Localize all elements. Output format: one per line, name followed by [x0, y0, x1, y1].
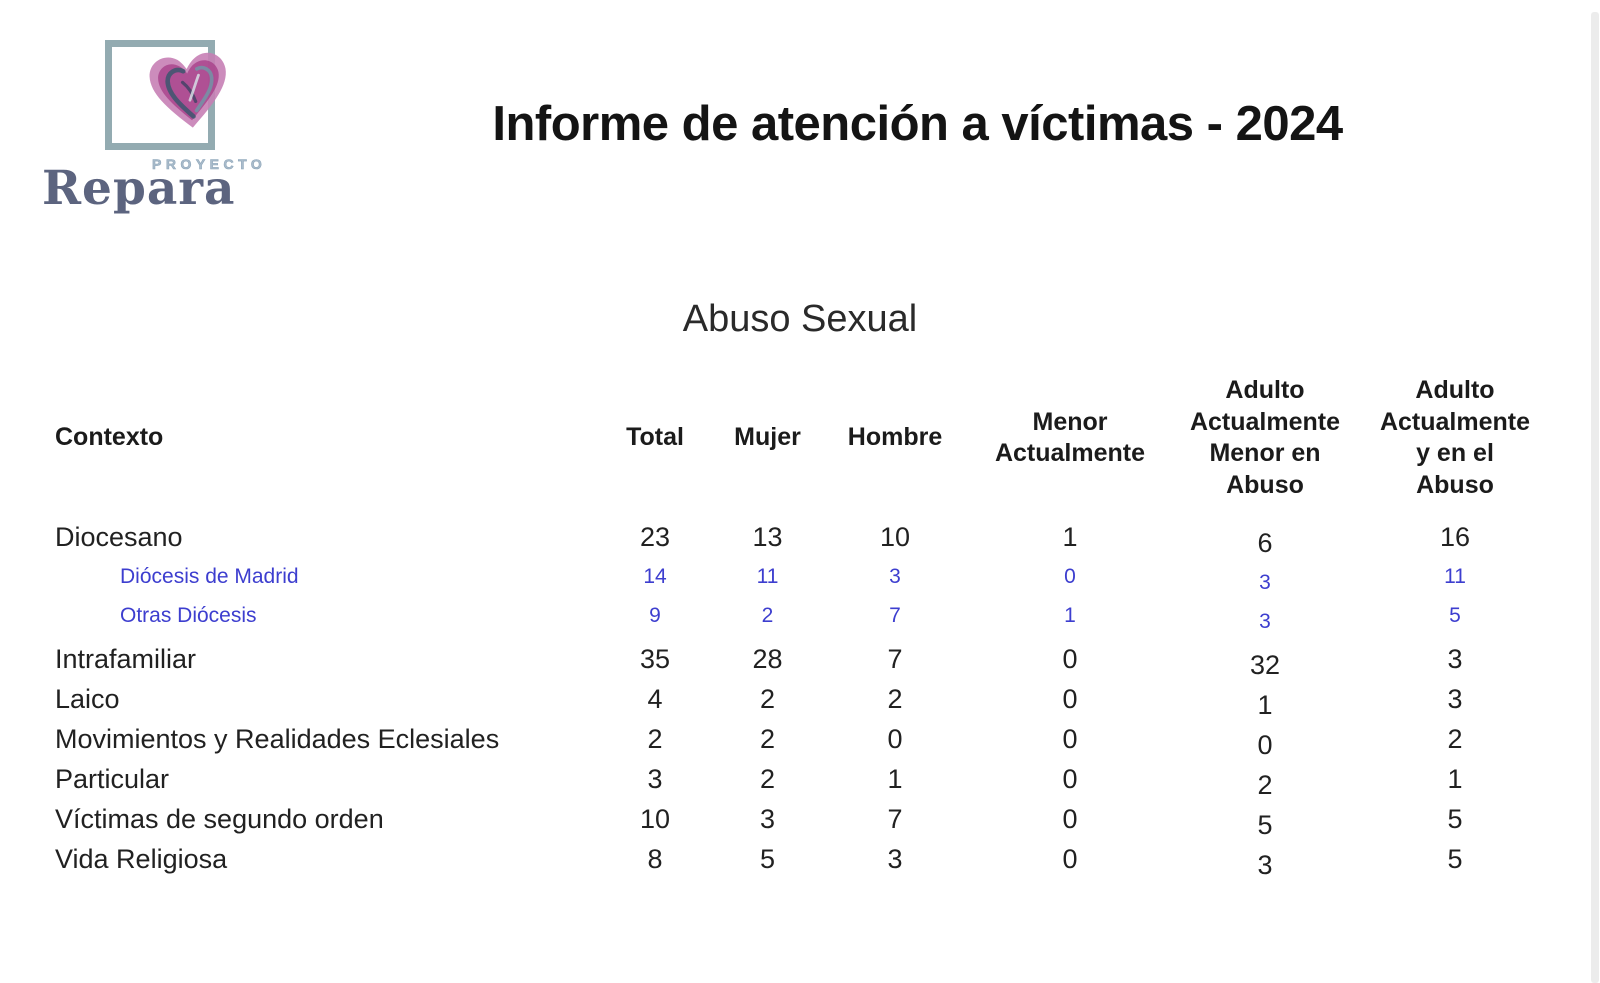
column-header-total: Total: [626, 423, 684, 452]
cell-adulto-en-abuso: 11: [1444, 564, 1466, 588]
cell-menor-actualmente: 0: [1062, 643, 1078, 674]
cell-adulto-menor-abuso: 0: [1257, 729, 1273, 760]
heart-icon: [149, 52, 226, 128]
cell-mujer: 2: [759, 763, 776, 794]
report-title: Informe de atención a víctimas - 2024: [492, 97, 1343, 151]
cell-menor-actualmente: 0: [1062, 723, 1078, 754]
logo-project-label: PROYECTO: [152, 156, 267, 173]
cell-total: 3: [647, 763, 663, 794]
cell-mujer: 28: [752, 643, 783, 674]
cell-hombre: 1: [887, 763, 903, 794]
column-header-contexto: Contexto: [55, 423, 164, 452]
cell-hombre: 10: [879, 521, 911, 552]
column-header-adulto-en-abuso: Adulto Actualmente y en el Abuso: [1379, 376, 1531, 499]
cell-total: 4: [647, 683, 663, 714]
cell-adulto-en-abuso: 1: [1447, 763, 1463, 794]
cell-total: 2: [647, 723, 663, 754]
cell-mujer: 2: [759, 723, 776, 754]
cell-adulto-en-abuso: 5: [1449, 603, 1461, 627]
table-row: Diocesano 23 13 10 1 6 16: [55, 517, 1555, 558]
cell-hombre: 0: [887, 723, 903, 754]
table-body: Diocesano 23 13 10 1 6 16 Diócesis de Ma…: [55, 517, 1555, 880]
cell-adulto-en-abuso: 3: [1447, 683, 1463, 714]
row-label: Particular: [55, 763, 170, 794]
cell-adulto-en-abuso: 5: [1447, 803, 1463, 834]
table-row: Otras Diócesis 9 2 7 1 3 5: [55, 596, 1555, 635]
cell-mujer: 2: [761, 603, 774, 627]
table-header: Contexto Total Mujer Hombre Menor Actual…: [55, 368, 1555, 508]
row-label: Diocesano: [55, 521, 183, 552]
cell-adulto-en-abuso: 2: [1447, 723, 1463, 754]
row-label: Intrafamiliar: [55, 643, 197, 674]
cell-mujer: 5: [759, 843, 776, 874]
cell-adulto-menor-abuso: 5: [1257, 809, 1273, 840]
cell-adulto-menor-abuso: 3: [1259, 609, 1271, 633]
cell-menor-actualmente: 1: [1064, 603, 1076, 627]
cell-adulto-menor-abuso: 3: [1257, 849, 1273, 880]
column-header-adulto-menor-abuso: Adulto Actualmente Menor en Abuso: [1189, 376, 1341, 499]
table-row: Vida Religiosa 8 5 3 0 3 5: [55, 839, 1555, 880]
cell-menor-actualmente: 0: [1062, 763, 1078, 794]
cell-adulto-menor-abuso: 2: [1257, 769, 1273, 800]
cell-adulto-menor-abuso: 6: [1257, 527, 1273, 558]
table-row: Diócesis de Madrid 14 11 3 0 3 11: [55, 557, 1555, 596]
cell-hombre: 3: [887, 843, 903, 874]
column-header-menor-actualmente: Menor Actualmente: [994, 407, 1146, 468]
cell-mujer: 13: [752, 521, 783, 552]
cell-menor-actualmente: 0: [1064, 564, 1076, 588]
table-row: Intrafamiliar 35 28 7 0 32 3: [55, 639, 1555, 680]
cell-total: 10: [639, 803, 671, 834]
cell-mujer: 2: [759, 683, 776, 714]
column-header-hombre: Hombre: [847, 423, 943, 452]
logo-brand: Repara: [42, 161, 236, 216]
table-row: Laico 4 2 2 0 1 3: [55, 679, 1555, 720]
cell-total: 23: [639, 521, 671, 552]
page-edge-strip: [1591, 12, 1599, 983]
row-label: Laico: [55, 683, 120, 714]
cell-hombre: 7: [889, 603, 901, 627]
cell-hombre: 7: [887, 803, 903, 834]
row-label: Movimientos y Realidades Eclesiales: [55, 723, 500, 754]
row-label: Diócesis de Madrid: [120, 564, 299, 588]
cell-total: 8: [647, 843, 663, 874]
section-title: Abuso Sexual: [682, 298, 918, 340]
table-row: Víctimas de segundo orden 10 3 7 0 5 5: [55, 799, 1555, 840]
cell-total: 14: [643, 564, 667, 588]
table-row: Movimientos y Realidades Eclesiales 2 2 …: [55, 719, 1555, 760]
cell-menor-actualmente: 0: [1062, 803, 1078, 834]
table-row: Particular 3 2 1 0 2 1: [55, 759, 1555, 800]
cell-total: 9: [649, 603, 661, 627]
cell-adulto-menor-abuso: 32: [1249, 649, 1281, 680]
column-header-mujer: Mujer: [734, 423, 801, 452]
cell-mujer: 3: [759, 803, 776, 834]
repara-logo: PROYECTO Repara: [40, 35, 280, 230]
row-label: Otras Diócesis: [120, 603, 257, 627]
cell-mujer: 11: [756, 564, 779, 588]
cell-hombre: 2: [887, 683, 903, 714]
cell-menor-actualmente: 0: [1062, 843, 1078, 874]
cell-menor-actualmente: 0: [1062, 683, 1078, 714]
cell-total: 35: [639, 643, 671, 674]
row-label: Vida Religiosa: [55, 843, 228, 874]
cell-hombre: 3: [889, 564, 901, 588]
cell-adulto-en-abuso: 5: [1447, 843, 1463, 874]
cell-menor-actualmente: 1: [1062, 521, 1078, 552]
cell-adulto-menor-abuso: 1: [1257, 689, 1273, 720]
cell-adulto-en-abuso: 3: [1447, 643, 1463, 674]
cell-adulto-en-abuso: 16: [1439, 521, 1471, 552]
cell-adulto-menor-abuso: 3: [1259, 570, 1271, 594]
cell-hombre: 7: [887, 643, 903, 674]
row-label: Víctimas de segundo orden: [55, 803, 384, 834]
